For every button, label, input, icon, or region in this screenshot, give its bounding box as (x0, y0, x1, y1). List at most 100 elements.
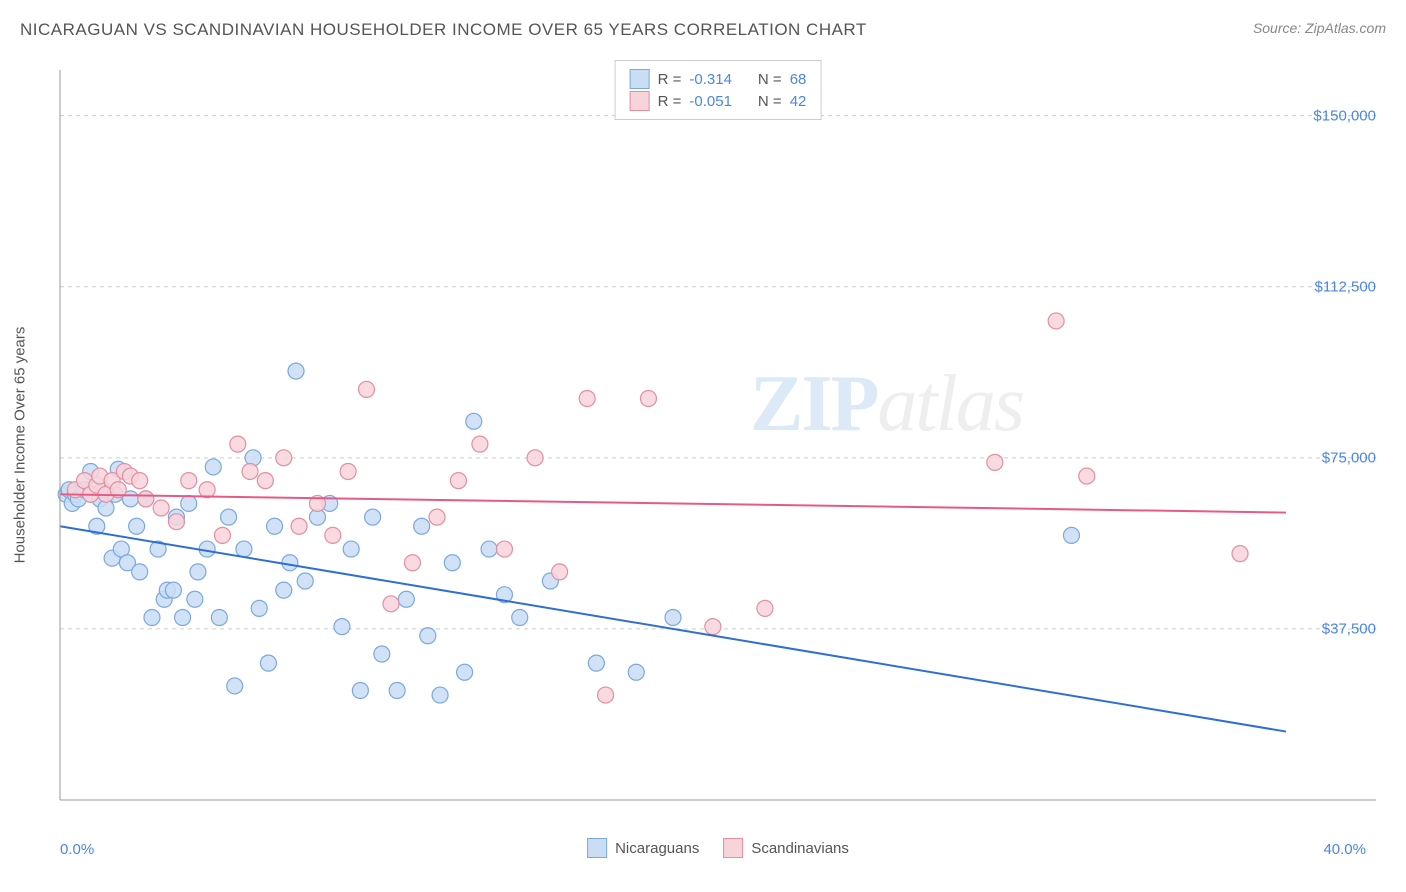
scatter-point (291, 518, 307, 534)
scatter-point (267, 518, 283, 534)
y-axis-label: Householder Income Over 65 years (12, 327, 29, 564)
scatter-point (757, 600, 773, 616)
scatter-point (466, 413, 482, 429)
legend-swatch (723, 838, 743, 858)
y-tick-label: $150,000 (1313, 107, 1376, 124)
series-swatch (630, 91, 650, 111)
scatter-point (282, 555, 298, 571)
scatter-point (144, 610, 160, 626)
legend-label: Scandinavians (751, 840, 849, 857)
scatter-point (1048, 313, 1064, 329)
scatter-point (432, 687, 448, 703)
scatter-point (414, 518, 430, 534)
scatter-point (276, 582, 292, 598)
stats-row: R = -0.314 N = 68 (630, 69, 807, 89)
scatter-point (340, 464, 356, 480)
scatter-point (260, 655, 276, 671)
n-label: N = (758, 71, 782, 88)
legend-item: Scandinavians (723, 838, 849, 858)
r-value: -0.314 (689, 71, 732, 88)
series-legend: Nicaraguans Scandinavians (587, 838, 849, 858)
scatter-point (987, 454, 1003, 470)
legend-label: Nicaraguans (615, 840, 699, 857)
r-label: R = (658, 93, 682, 110)
scatter-point (129, 518, 145, 534)
y-tick-label: $37,500 (1322, 620, 1376, 637)
scatter-point (450, 473, 466, 489)
scatter-point (705, 619, 721, 635)
scatter-point (1232, 546, 1248, 562)
trend-line (60, 494, 1286, 512)
n-value: 42 (790, 93, 807, 110)
scatter-point (512, 610, 528, 626)
r-value: -0.051 (689, 93, 732, 110)
scatter-point (398, 591, 414, 607)
scatter-point (288, 363, 304, 379)
scatter-point (588, 655, 604, 671)
scatter-point (230, 436, 246, 452)
scatter-point (472, 436, 488, 452)
scatter-point (276, 450, 292, 466)
scatter-point (404, 555, 420, 571)
scatter-point (496, 541, 512, 557)
scatter-point (628, 664, 644, 680)
scatter-plot: Householder Income Over 65 years ZIPatla… (50, 60, 1386, 830)
scatter-point (552, 564, 568, 580)
scatter-point (187, 591, 203, 607)
scatter-point (181, 495, 197, 511)
scatter-point (175, 610, 191, 626)
scatter-point (181, 473, 197, 489)
scatter-point (352, 683, 368, 699)
scatter-point (297, 573, 313, 589)
scatter-point (457, 664, 473, 680)
correlation-stats-box: R = -0.314 N = 68 R = -0.051 N = 42 (615, 60, 822, 120)
r-label: R = (658, 71, 682, 88)
scatter-point (199, 482, 215, 498)
plot-svg: ZIPatlas (50, 60, 1386, 830)
n-label: N = (758, 93, 782, 110)
x-tick-label: 40.0% (1323, 841, 1366, 858)
scatter-point (343, 541, 359, 557)
scatter-point (383, 596, 399, 612)
scatter-point (221, 509, 237, 525)
scatter-point (429, 509, 445, 525)
scatter-point (1063, 527, 1079, 543)
scatter-point (481, 541, 497, 557)
scatter-point (214, 527, 230, 543)
scatter-point (598, 687, 614, 703)
scatter-point (374, 646, 390, 662)
scatter-point (579, 391, 595, 407)
scatter-point (138, 491, 154, 507)
scatter-point (251, 600, 267, 616)
legend-swatch (587, 838, 607, 858)
scatter-point (165, 582, 181, 598)
scatter-point (132, 564, 148, 580)
scatter-point (168, 514, 184, 530)
stats-row: R = -0.051 N = 42 (630, 91, 807, 111)
scatter-point (227, 678, 243, 694)
scatter-point (640, 391, 656, 407)
legend-item: Nicaraguans (587, 838, 699, 858)
scatter-point (132, 473, 148, 489)
scatter-point (665, 610, 681, 626)
scatter-point (205, 459, 221, 475)
scatter-point (359, 381, 375, 397)
scatter-point (325, 527, 341, 543)
scatter-point (190, 564, 206, 580)
y-tick-label: $112,500 (1315, 278, 1376, 295)
scatter-point (153, 500, 169, 516)
scatter-point (389, 683, 405, 699)
scatter-point (242, 464, 258, 480)
scatter-point (236, 541, 252, 557)
scatter-point (420, 628, 436, 644)
scatter-point (211, 610, 227, 626)
watermark: ZIPatlas (750, 360, 1023, 448)
n-value: 68 (790, 71, 807, 88)
scatter-point (527, 450, 543, 466)
chart-title: NICARAGUAN VS SCANDINAVIAN HOUSEHOLDER I… (20, 20, 867, 40)
series-swatch (630, 69, 650, 89)
y-tick-label: $75,000 (1322, 449, 1376, 466)
scatter-point (444, 555, 460, 571)
source-attribution: Source: ZipAtlas.com (1253, 20, 1386, 36)
scatter-point (334, 619, 350, 635)
